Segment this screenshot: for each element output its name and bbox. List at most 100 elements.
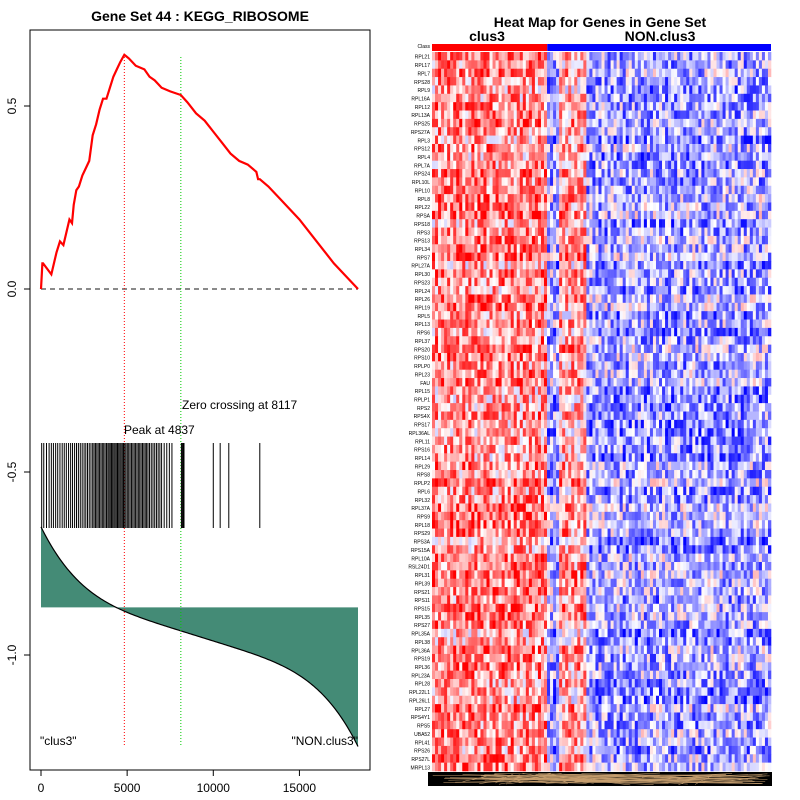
heatmap-cell [707, 319, 711, 329]
heatmap-cell [722, 269, 726, 279]
heatmap-cell [489, 244, 493, 253]
heatmap-cell [507, 194, 511, 203]
heatmap-cell [659, 319, 663, 329]
heatmap-cell [486, 210, 490, 220]
heatmap-class-label-left: clus3 [469, 28, 505, 44]
heatmap-cell [568, 244, 572, 253]
heatmap-cell [474, 403, 478, 412]
heatmap-cell [471, 319, 475, 329]
heatmap-cell [477, 277, 481, 287]
heatmap-cell [680, 60, 684, 70]
heatmap-cell [559, 110, 563, 120]
heatmap-cell [674, 85, 678, 95]
heatmap-cell [477, 319, 481, 329]
heatmap-cell [480, 68, 484, 78]
heatmap-cell [525, 269, 530, 279]
heatmap-cell [713, 177, 717, 187]
heatmap-cell [519, 252, 524, 262]
heatmap-cell [574, 302, 578, 312]
heatmap-cell [559, 352, 563, 362]
heatmap-cell [668, 219, 672, 228]
heatmap-cell [698, 277, 702, 287]
heatmap-cell [713, 77, 717, 86]
heatmap-cell [646, 235, 651, 245]
heatmap-cell [652, 378, 657, 387]
heatmap-cell [719, 152, 723, 161]
heatmap-cell [737, 235, 742, 245]
heatmap-cell [701, 319, 705, 329]
heatmap-cell [465, 336, 469, 345]
heatmap-cell [749, 261, 754, 270]
heatmap-cell [507, 369, 511, 379]
heatmap-cell [634, 152, 639, 161]
heatmap-cell [586, 118, 590, 128]
heatmap-cell [477, 252, 481, 262]
heatmap-cell [492, 102, 496, 111]
heatmap-cell [728, 143, 732, 153]
heatmap-cell [547, 68, 551, 78]
heatmap-cell [543, 127, 548, 136]
heatmap-cell [622, 185, 627, 195]
heatmap-cell [498, 177, 502, 187]
heatmap-cell [610, 160, 614, 170]
heatmap-cell [568, 169, 572, 178]
heatmap-cell [468, 336, 472, 345]
heatmap-cell [601, 235, 605, 245]
heatmap-cell [716, 378, 720, 387]
heatmap-cell [534, 403, 539, 412]
heatmap-cell [707, 85, 711, 95]
heatmap-cell [646, 319, 651, 329]
heatmap-cell [689, 336, 693, 345]
heatmap-cell [432, 327, 436, 337]
heatmap-cell [516, 286, 521, 295]
heatmap-cell [543, 185, 548, 195]
heatmap-cell [586, 302, 590, 312]
heatmap-cell [543, 344, 548, 354]
heatmap-cell [540, 361, 545, 370]
heatmap-cell [619, 369, 623, 379]
heatmap-cell [671, 177, 675, 187]
heatmap-cell [707, 169, 711, 178]
heatmap-cell [504, 361, 508, 370]
heatmap-cell [471, 227, 475, 237]
heatmap-cell [531, 378, 536, 387]
heatmap-cell [550, 169, 554, 178]
heatmap-cell [619, 169, 623, 178]
heatmap-cell [631, 394, 636, 404]
heatmap-cell [507, 361, 511, 370]
heatmap-cell [625, 185, 630, 195]
heatmap-cell [692, 110, 696, 120]
heatmap-cell [550, 269, 554, 279]
heatmap-cell [716, 361, 720, 370]
heatmap-cell [610, 261, 614, 270]
heatmap-cell [435, 177, 439, 187]
heatmap-cell [734, 319, 739, 329]
heatmap-cell [737, 60, 742, 70]
heatmap-cell [489, 85, 493, 95]
heatmap-cell [547, 118, 551, 128]
heatmap-cell [749, 269, 754, 279]
heatmap-cell [598, 68, 602, 78]
heatmap-cell [637, 169, 642, 178]
heatmap-cell [622, 252, 627, 262]
heatmap-cell [734, 52, 739, 61]
heatmap-cell [540, 93, 545, 103]
heatmap-cell [713, 319, 717, 329]
heatmap-cell [652, 169, 657, 178]
heatmap-cell [450, 344, 454, 354]
heatmap-cell [746, 177, 751, 187]
heatmap-cell [719, 269, 723, 279]
heatmap-cell [692, 286, 696, 295]
heatmap-cell [701, 118, 705, 128]
heatmap-cell [477, 185, 481, 195]
heatmap-cell [592, 252, 596, 262]
heatmap-cell [504, 344, 508, 354]
heatmap-cell [695, 185, 699, 195]
heatmap-cell [616, 386, 620, 396]
heatmap-cell [767, 127, 772, 136]
heatmap-cell [637, 336, 642, 345]
heatmap-cell [695, 77, 699, 86]
heatmap-cell [489, 110, 493, 120]
heatmap-cell [613, 102, 617, 111]
heatmap-cell [540, 135, 545, 145]
